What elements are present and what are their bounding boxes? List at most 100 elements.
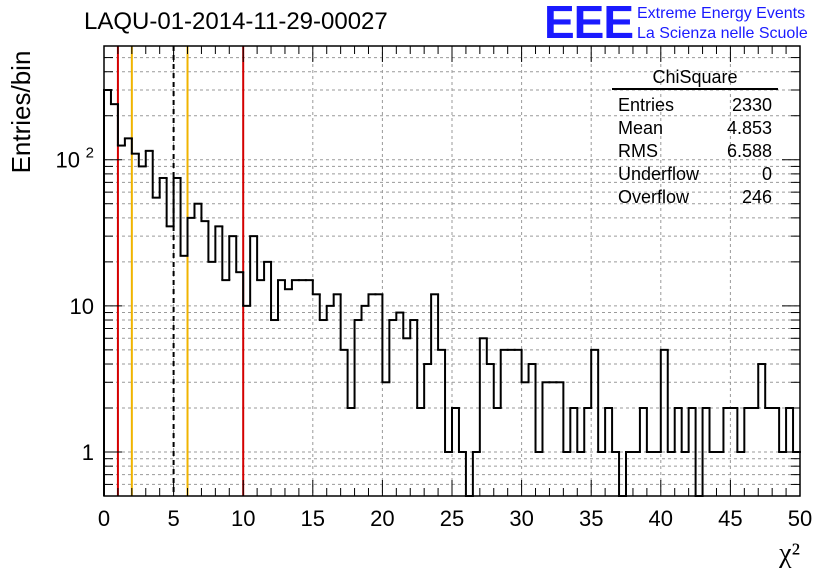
- histogram-bin: [165, 177, 175, 228]
- histogram-bin: [103, 88, 112, 105]
- histogram-bin: [207, 226, 217, 263]
- histogram-bin: [277, 279, 286, 290]
- histogram-bin: [325, 294, 335, 307]
- histogram-bin: [771, 407, 781, 453]
- histogram-bin: [736, 408, 746, 454]
- histogram-bin: [590, 348, 600, 453]
- y-tick-label: 10: [56, 148, 80, 173]
- histogram-bin: [416, 364, 426, 410]
- histogram-bin: [256, 261, 266, 282]
- histogram-bin: [332, 293, 342, 350]
- histogram-bin: [492, 349, 502, 410]
- histogram-bin: [318, 305, 328, 322]
- histogram-bin: [451, 407, 460, 453]
- histogram-bin: [200, 220, 210, 262]
- stats-row-entries: Entries 2330: [612, 94, 778, 117]
- stats-value: 246: [741, 187, 772, 207]
- histogram-bin: [228, 235, 238, 273]
- eee-logo: EEE Extreme Energy Events La Scienza nel…: [544, 0, 834, 48]
- histogram-bin: [235, 271, 245, 306]
- x-tick-label: 5: [167, 506, 179, 531]
- histogram-bin: [555, 381, 565, 453]
- histogram-bin: [680, 408, 690, 454]
- x-tick-label: 15: [301, 506, 325, 531]
- y-axis-label: Entries/bin: [6, 51, 36, 174]
- histogram-bin: [193, 202, 203, 222]
- histogram-bin: [576, 408, 586, 454]
- histogram-bin: [513, 348, 523, 383]
- histogram-bin: [339, 348, 349, 409]
- y-tick-label: 1: [82, 440, 94, 465]
- x-tick-label: 25: [440, 506, 464, 531]
- histogram-bin: [715, 408, 725, 454]
- histogram-bin: [527, 363, 537, 453]
- stats-label: RMS: [618, 141, 658, 161]
- histogram-bin: [353, 305, 363, 322]
- histogram-bin: [687, 407, 697, 496]
- histogram-bin: [242, 236, 252, 307]
- histogram-bin: [123, 137, 133, 154]
- histogram-bin: [430, 293, 440, 350]
- histogram-bin: [520, 364, 530, 384]
- histogram-bin: [179, 217, 189, 257]
- stats-label: Underflow: [618, 164, 700, 184]
- histogram-bin: [471, 338, 481, 454]
- histogram-bin: [569, 407, 579, 453]
- histogram-bin: [666, 408, 676, 454]
- histogram-bin: [729, 407, 739, 453]
- reference-lines: [116, 46, 245, 496]
- histogram-bin: [151, 177, 161, 199]
- logo-line-1: Extreme Energy Events: [637, 5, 806, 22]
- histogram-bin: [172, 176, 182, 256]
- x-tick-label: 30: [509, 506, 533, 531]
- histogram-bin: [214, 225, 224, 281]
- histogram-bin: [346, 320, 356, 410]
- histogram-bin: [263, 260, 273, 321]
- stats-label: Mean: [618, 118, 664, 138]
- x-tick-label: 35: [579, 506, 603, 531]
- histogram-bin: [673, 407, 683, 453]
- histogram-bin: [388, 312, 398, 322]
- stats-box: ChiSquare Entries 2330 Mean 4.853 RMS 6.…: [612, 66, 778, 209]
- stats-row-mean: Mean 4.853: [612, 117, 778, 140]
- axes: 0 5 10 15 20 25 30 35 40 45 50 1 10 10 2: [56, 45, 812, 531]
- histogram-bin: [652, 349, 662, 454]
- stats-row-underflow: Underflow 0: [612, 163, 778, 186]
- stats-title: ChiSquare: [612, 66, 778, 90]
- histogram-bin: [437, 348, 447, 453]
- histogram-bin: [249, 235, 259, 281]
- histogram-bin: [409, 319, 419, 409]
- stats-row-overflow: Overflow 246: [612, 186, 778, 209]
- x-tick-label: 45: [718, 506, 742, 531]
- histogram-bin: [395, 311, 405, 339]
- histogram-bin: [158, 176, 168, 227]
- histogram-bin: [757, 363, 767, 409]
- histogram-bin: [283, 280, 293, 291]
- histogram-bin: [638, 407, 648, 453]
- histogram-bin: [485, 363, 495, 409]
- x-tick-label: 20: [370, 506, 394, 531]
- histogram-bin: [360, 294, 370, 307]
- histogram-bin: [402, 320, 412, 340]
- stats-value: 4.853: [726, 118, 772, 138]
- histogram-bin: [423, 294, 433, 366]
- stats-label: Entries: [618, 95, 675, 115]
- histogram-bin: [221, 236, 231, 282]
- histogram-bin: [583, 349, 593, 410]
- histogram-bin: [750, 364, 760, 410]
- histogram-bin: [270, 280, 279, 322]
- x-axis-label: χ²: [778, 538, 800, 569]
- histogram-bin: [186, 203, 196, 219]
- y-tick-exponent: 2: [86, 145, 94, 162]
- histogram-bin: [144, 149, 154, 198]
- histogram-bin: [478, 337, 488, 365]
- stats-row-rms: RMS 6.588: [612, 140, 778, 163]
- histogram-bin: [778, 408, 788, 454]
- chart-title: LAQU-01-2014-11-29-00027: [84, 8, 388, 35]
- histogram-bin: [701, 407, 711, 453]
- histogram-bin: [374, 293, 384, 383]
- x-tick-label: 40: [649, 506, 673, 531]
- logo-mark: EEE: [544, 0, 634, 48]
- histogram-bin: [562, 408, 572, 454]
